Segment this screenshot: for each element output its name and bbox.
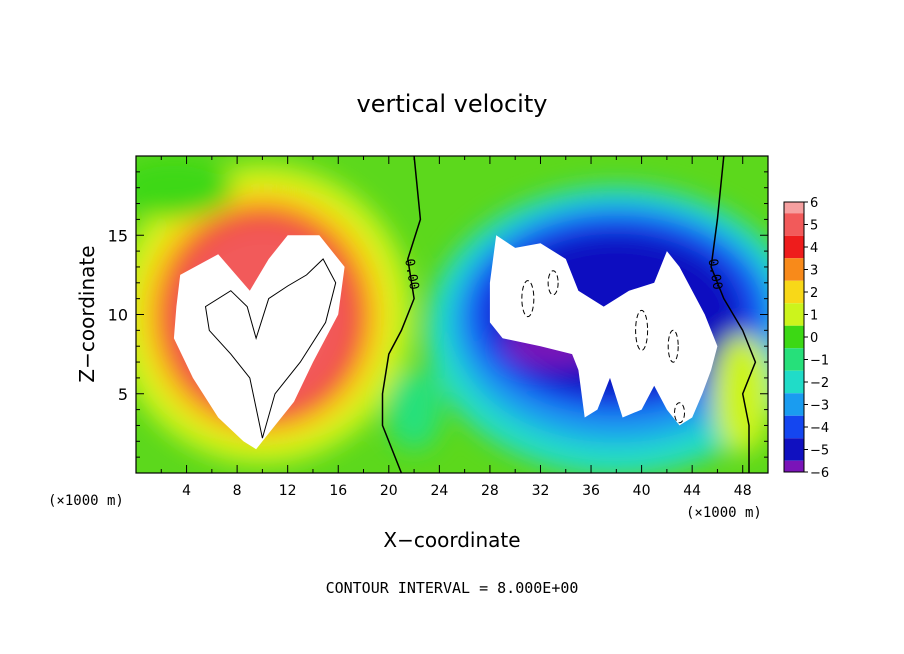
colorbar-label: 5 [810, 219, 818, 234]
y-axis-label: Z−coordinate [75, 245, 99, 382]
colorbar-swatch [784, 393, 804, 416]
zero-contour-line [710, 156, 757, 473]
x-tick-label: 8 [233, 483, 242, 499]
zero-contour-line [381, 156, 422, 473]
x-tick-label: 36 [582, 483, 600, 499]
colorbar-swatch [784, 325, 804, 349]
y-tick-label: 15 [108, 226, 128, 245]
negative-contour-line [667, 329, 679, 363]
colorbar-label: −1 [810, 354, 829, 369]
colorbar-label: 1 [810, 309, 818, 324]
field-shade-10 [386, 369, 443, 450]
colorbar-swatch [784, 348, 804, 371]
colorbar-swatch [784, 258, 804, 281]
contour-interval-footer: CONTOUR INTERVAL = 8.000E+00 [326, 579, 579, 597]
colorbar-swatch [784, 415, 804, 439]
contour-label: 0.00 [401, 258, 421, 291]
colorbar-swatch [784, 235, 804, 259]
negative-contour-line [521, 280, 535, 318]
x-tick-label: 32 [532, 483, 550, 499]
x-unit-left: (×1000 m) [48, 493, 124, 509]
colorbar-label: −3 [810, 399, 829, 414]
colorbar-label: 0 [810, 331, 818, 346]
colorbar-label: 6 [810, 196, 818, 211]
downdraft-core-region [489, 235, 718, 426]
negative-contour-line [674, 402, 686, 424]
colorbar-swatch [784, 370, 804, 394]
x-tick-label: 28 [481, 483, 499, 499]
x-tick-label: 20 [380, 483, 398, 499]
colorbar-label: −5 [810, 444, 829, 459]
colorbar-swatch [784, 438, 804, 461]
x-tick-label: 12 [279, 483, 297, 499]
x-tick-label: 4 [182, 483, 191, 499]
colorbar-swatch [784, 460, 804, 472]
colorbar-label: 2 [810, 286, 818, 301]
colorbar: 6 5 4 3 2 1 0 −1 −2 −3 −4 −5 −6 [783, 196, 829, 481]
chart-title: vertical velocity [357, 90, 548, 118]
y-axis: 5 10 15 [108, 171, 768, 458]
field-shade-11 [136, 157, 234, 218]
x-tick-label: 40 [633, 483, 651, 499]
colorbar-label: −4 [810, 421, 829, 436]
colorbar-swatch [784, 280, 804, 304]
plot-area [136, 156, 768, 473]
x-axis-label: X−coordinate [383, 528, 520, 552]
negative-contour-line [547, 270, 559, 296]
x-tick-label: 24 [430, 483, 448, 499]
colorbar-swatch [784, 202, 804, 214]
x-tick-label: 44 [683, 483, 701, 499]
y-tick-label: 5 [118, 385, 128, 404]
colorbar-label: −2 [810, 376, 829, 391]
x-axis: 4 8 12 16 20 24 28 32 36 40 44 48 [160, 156, 752, 499]
positive-contour-line [204, 258, 337, 439]
negative-contour-line [635, 309, 649, 351]
contour-label: 0.00 [704, 258, 724, 291]
x-unit-right: (×1000 m) [686, 505, 762, 521]
colorbar-swatch [784, 303, 804, 326]
x-tick-label: 48 [734, 483, 752, 499]
x-tick-label: 16 [329, 483, 347, 499]
y-tick-label: 10 [108, 306, 128, 325]
colorbar-label: 4 [810, 241, 818, 256]
colorbar-label: −6 [810, 466, 829, 481]
colorbar-label: 3 [810, 264, 818, 279]
colorbar-swatch [784, 213, 804, 236]
updraft-core-region [173, 235, 345, 450]
